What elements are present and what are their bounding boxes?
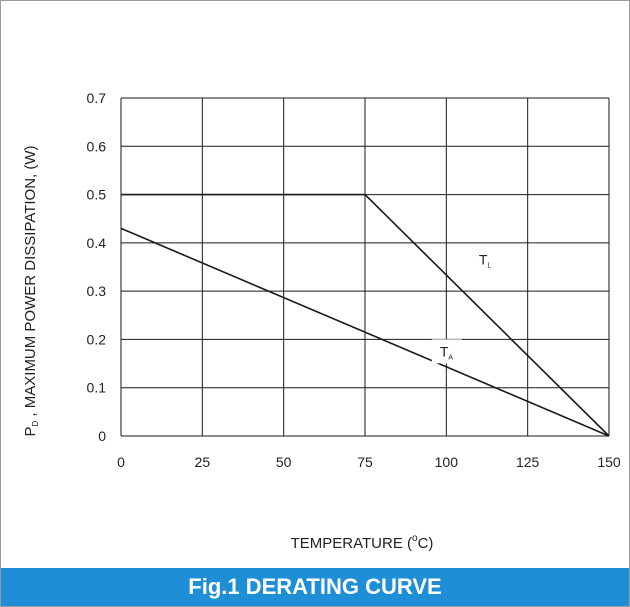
series-label-a: TA — [440, 343, 454, 361]
y-tick-labels: 0 0.1 0.2 0.3 0.4 0.5 0.6 0.7 — [87, 90, 107, 444]
series-label-l: TL — [479, 252, 492, 270]
y-tick-label: 0.5 — [87, 187, 107, 203]
series-label-box — [470, 247, 501, 272]
series-labels: TL TA — [431, 247, 501, 364]
x-tick-label: 75 — [357, 454, 373, 470]
series-line-a — [120, 227, 610, 437]
x-tick-labels: 0 25 50 75 100 125 150 — [117, 454, 621, 470]
y-axis-title: PD , MAXIMUM POWER DISSIPATION, (W) — [22, 145, 40, 436]
y-tick-label: 0.6 — [87, 138, 107, 154]
figure-caption: Fig.1 DERATING CURVE — [1, 568, 629, 606]
series-label-box — [431, 339, 462, 364]
x-tick-label: 100 — [435, 454, 459, 470]
y-tick-label: 0.2 — [87, 331, 107, 347]
x-axis-title: TEMPERATURE (oC) — [291, 533, 434, 552]
x-tick-label: 25 — [195, 454, 211, 470]
caption-text: Fig.1 DERATING CURVE — [188, 574, 442, 599]
series-line-l — [121, 193, 610, 437]
chart-grid — [120, 97, 610, 437]
x-tick-label: 150 — [597, 454, 621, 470]
y-tick-label: 0.4 — [87, 235, 107, 251]
y-tick-label: 0 — [98, 428, 106, 444]
x-tick-label: 125 — [516, 454, 540, 470]
y-tick-label: 0.1 — [87, 380, 107, 396]
chart-series — [120, 193, 610, 437]
x-tick-label: 0 — [117, 454, 125, 470]
derating-chart: 0 25 50 75 100 125 150 00.10.20.30.40.50.60.7 … — [22, 90, 621, 552]
y-tick-label: 0.3 — [87, 283, 107, 299]
y-tick-label: 0.7 — [87, 90, 107, 106]
x-tick-label: 50 — [276, 454, 292, 470]
